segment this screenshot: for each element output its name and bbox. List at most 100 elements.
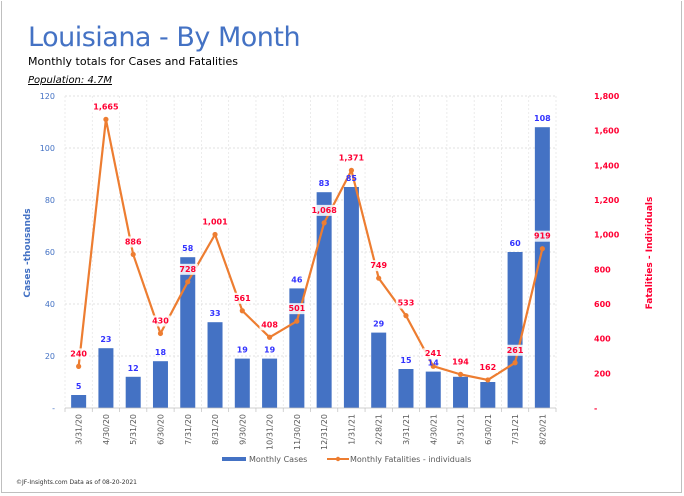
y-right-tick-label: 800 [594,265,611,274]
footer-credit: ©JF-Insights.com Data as of 08-20-2021 [16,479,137,486]
page-title: Louisiana - By Month [28,22,301,53]
case-data-label: 23 [100,335,111,344]
y-right-tick-label: 1,600 [594,127,620,136]
x-tick-label: 3/31/21 [402,414,411,445]
legend-swatch-cases [222,457,246,461]
point-monthly-fatalities [485,377,491,383]
fatality-label-bg [395,297,417,309]
bar-monthly-cases [262,358,278,408]
y-right-tick-label: 1,200 [594,196,620,205]
fatality-data-label: 408 [261,320,278,329]
x-tick-label: 6/30/20 [156,414,165,445]
fatality-label-bg [199,216,231,228]
y-left-tick-label: 60 [45,248,55,257]
fatality-data-label: 240 [70,349,87,358]
bar-monthly-cases [343,187,359,408]
fatality-data-label: 561 [234,294,251,303]
x-tick-label: 2/28/21 [375,414,384,445]
fatality-label-bg [259,319,280,331]
fatality-data-label: 886 [125,237,142,246]
y-right-tick-label: 1,000 [594,231,620,240]
point-monthly-fatalities [348,167,355,173]
legend-label-cases: Monthly Cases [249,455,307,464]
gridlines [64,95,557,408]
point-monthly-fatalities [457,371,464,377]
x-tick-label: 4/30/21 [429,414,438,445]
x-tick-label: 1/31/21 [347,414,356,445]
point-monthly-fatalities [321,220,327,226]
x-tick-label: 6/30/21 [484,414,493,445]
fatality-data-label: 1,665 [93,102,119,111]
bar-monthly-cases [425,371,441,408]
fatality-label-bg [450,356,471,368]
case-data-label: 108 [534,114,551,123]
y-axis-left-label: Cases -thousands [23,208,33,297]
fatality-data-label: 261 [507,346,524,355]
case-data-label: 18 [155,348,167,357]
case-data-label: 14 [428,359,440,368]
fatality-label-bg [177,263,198,275]
bar-monthly-cases [534,127,550,408]
fatality-data-label: 728 [179,265,196,274]
y-right-tick-label: 1,800 [594,92,620,101]
fatality-data-label: 1,371 [339,153,365,162]
point-monthly-fatalities [239,308,245,314]
legend-label-fatalities: Monthly Fatalities - individuals [350,455,471,464]
x-tick-label: 9/30/20 [238,414,247,445]
x-tick-label: 7/31/21 [511,414,520,445]
bar-monthly-cases [289,288,305,408]
fatality-data-label: 162 [479,363,496,372]
bar-monthly-cases [207,322,223,408]
fatality-label-bg [504,344,526,356]
x-tick-label: 5/31/21 [457,414,466,445]
y-left-tick-label: 100 [40,144,55,153]
population-note: Population: 4.7M [28,75,112,86]
y-left-tick-label: 80 [45,196,55,205]
bar-monthly-cases [453,376,469,408]
fatality-data-label: 430 [152,316,169,325]
y-right-tick-label: 400 [594,335,611,344]
y-axis-right-label: Fatalities - Individuals [645,197,655,310]
point-monthly-fatalities [212,231,218,238]
case-data-label: 46 [291,275,303,284]
bar-monthly-cases [371,332,387,408]
x-tick-label: 3/31/20 [75,414,84,445]
case-data-label: 19 [237,346,249,355]
case-data-label: 60 [510,239,522,248]
y-right-tick-label: 600 [594,300,611,309]
y-left-tick-label: 120 [40,92,55,101]
point-monthly-fatalities [512,360,518,366]
x-tick-label: 8/31/20 [211,414,220,445]
fatality-label-bg [368,260,389,272]
fatality-label-bg [286,303,307,315]
y-left-tick-label: 40 [45,300,55,309]
x-tick-label: 4/30/20 [102,414,111,445]
bar-monthly-cases [71,395,87,408]
fatality-label-bg [90,101,122,113]
point-monthly-fatalities [157,330,164,337]
legend-marker-fatalities [335,456,341,462]
case-data-label: 5 [76,382,82,391]
x-tick-label: 7/31/20 [184,414,193,445]
point-monthly-fatalities [403,313,409,319]
case-data-label: 15 [400,356,412,365]
case-data-label: 33 [209,309,220,318]
case-data-label: 83 [319,179,330,188]
fatality-data-label: 1,001 [202,217,228,226]
fatality-label-bg [477,361,498,373]
bar-monthly-cases [98,348,114,408]
x-tick-label: 5/31/20 [129,414,138,445]
point-monthly-fatalities [266,334,273,340]
point-monthly-fatalities [376,275,382,281]
bar-monthly-cases [316,192,332,408]
axes: - 20 40 60 80 100 120 - 200 400 600 800 1,000 1,200 1,… [40,92,620,450]
fatality-label-bg [68,348,89,360]
y-right-tick-label: 200 [594,369,611,378]
case-data-label: 19 [264,346,276,355]
bar-monthly-cases [398,369,414,408]
fatality-data-label: 919 [534,232,551,241]
point-monthly-fatalities [103,116,109,122]
fatality-data-label: 533 [398,299,415,308]
bar-series [71,127,550,408]
